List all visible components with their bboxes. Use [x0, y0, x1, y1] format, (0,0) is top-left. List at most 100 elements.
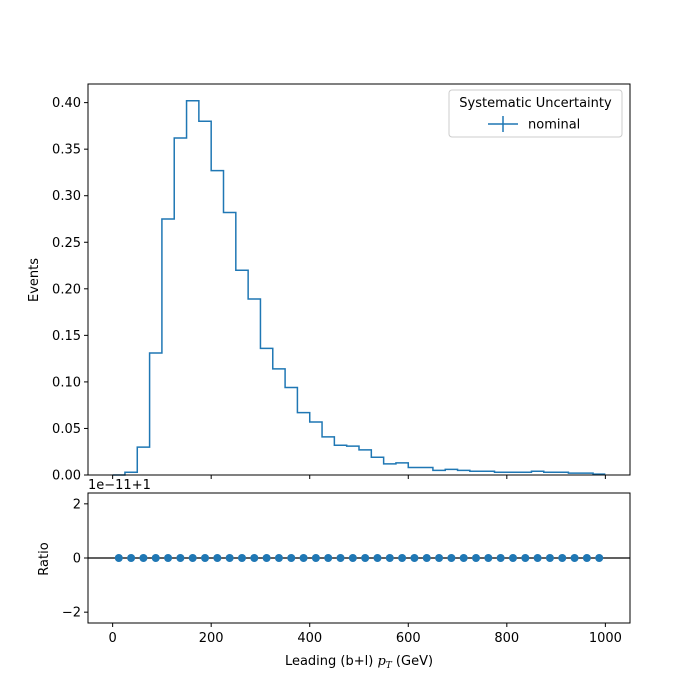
histogram-x-ticks	[112, 475, 606, 479]
ratio-point	[164, 554, 173, 562]
ratio-point	[127, 554, 136, 562]
ratio-point	[324, 554, 333, 562]
x-axis-label: Leading (b+l) pT (GeV)	[285, 654, 433, 671]
histogram-bin	[310, 422, 322, 475]
ratio-point	[582, 554, 591, 562]
histogram-panel: 0.00 0.05 0.10 0.15 0.20 0.25 0.30 0.35 0.40 Eve…	[27, 83, 631, 484]
ratio-point	[484, 554, 493, 562]
ratio-y-tick-label: 0	[73, 552, 81, 567]
legend: Systematic Uncertainty nominal	[448, 89, 623, 138]
ratio-y-tick-label: 2	[73, 497, 81, 512]
ratio-point	[373, 554, 382, 562]
x-axis-label-text: Leading (b+l)	[285, 654, 378, 669]
ratio-point	[139, 554, 148, 562]
histogram-bin	[347, 446, 359, 475]
ratio-point	[287, 554, 296, 562]
histogram-y-tick-label: 0.10	[52, 375, 81, 390]
histogram-bin	[408, 468, 420, 475]
histogram-bin	[458, 470, 470, 475]
ratio-point	[299, 554, 308, 562]
histogram-bin	[359, 450, 371, 475]
x-axis-label-subscript: T	[386, 661, 393, 671]
histogram-bin	[297, 413, 309, 475]
ratio-y-tick-label: −2	[62, 606, 81, 621]
histogram-bin	[433, 470, 445, 475]
ratio-point	[595, 554, 604, 562]
histogram-bin	[150, 353, 162, 475]
ratio-point	[151, 554, 160, 562]
x-axis-label-unit: (GeV)	[392, 654, 433, 669]
histogram-bin	[174, 138, 186, 475]
ratio-point	[225, 554, 234, 562]
ratio-y-ticks: −2 0 2	[62, 497, 88, 621]
histogram-bin	[236, 270, 248, 475]
ratio-point	[361, 554, 370, 562]
ratio-point	[533, 554, 542, 562]
ratio-point	[558, 554, 567, 562]
histogram-bin	[211, 171, 223, 475]
ratio-point	[114, 554, 123, 562]
ratio-point	[435, 554, 444, 562]
ratio-point	[459, 554, 468, 562]
histogram-y-tick-label: 0.30	[52, 189, 81, 204]
histogram-bin	[199, 121, 211, 475]
histogram-bin	[470, 471, 482, 475]
ratio-point	[570, 554, 579, 562]
ratio-point	[447, 554, 456, 562]
ratio-point	[336, 554, 345, 562]
histogram-step-line-nominal	[112, 100, 606, 476]
ratio-point	[398, 554, 407, 562]
ratio-point	[250, 554, 259, 562]
legend-frame	[448, 89, 623, 138]
ratio-y-axis-label: Ratio	[37, 542, 52, 575]
histogram-bin	[371, 457, 383, 475]
histogram-bin	[273, 369, 285, 475]
x-tick-label: 200	[199, 631, 224, 646]
ratio-point	[188, 554, 197, 562]
histogram-bin	[260, 348, 272, 475]
x-tick-label: 600	[396, 631, 421, 646]
ratio-point	[410, 554, 419, 562]
ratio-point	[201, 554, 210, 562]
histogram-y-axis-label: Events	[27, 258, 42, 302]
histogram-bin	[224, 212, 236, 475]
ratio-point	[311, 554, 320, 562]
histogram-bin	[248, 299, 260, 475]
ratio-x-ticks: 0 200 400 600 800 1000	[108, 623, 622, 646]
histogram-y-tick-label: 0.00	[52, 469, 81, 484]
histogram-y-tick-label: 0.25	[52, 236, 81, 251]
x-tick-label: 1000	[589, 631, 622, 646]
x-tick-label: 800	[494, 631, 519, 646]
ratio-point	[176, 554, 185, 562]
ratio-point	[262, 554, 271, 562]
histogram-bin	[445, 469, 457, 475]
histogram-axes-frame	[87, 83, 631, 476]
histogram-bin	[162, 219, 174, 475]
histogram-y-ticks: 0.00 0.05 0.10 0.15 0.20 0.25 0.30 0.35 0.40	[52, 96, 88, 484]
histogram-bin	[482, 471, 494, 475]
histogram-bin	[421, 468, 433, 475]
histogram-bin	[187, 101, 199, 475]
histogram-bin	[396, 463, 408, 475]
ratio-point	[472, 554, 481, 562]
ratio-point	[508, 554, 517, 562]
histogram-series	[112, 100, 606, 476]
histogram-y-tick-label: 0.05	[52, 422, 81, 437]
ratio-point	[422, 554, 431, 562]
x-tick-label: 400	[297, 631, 322, 646]
ratio-point	[237, 554, 246, 562]
ratio-point	[213, 554, 222, 562]
histogram-y-tick-label: 0.40	[52, 96, 81, 111]
ratio-point	[521, 554, 530, 562]
histogram-bin	[285, 387, 297, 475]
histogram-y-tick-label: 0.20	[52, 282, 81, 297]
ratio-point	[274, 554, 283, 562]
x-tick-label: 0	[108, 631, 116, 646]
ratio-point	[348, 554, 357, 562]
histogram-bin	[137, 447, 149, 475]
ratio-panel: −2 0 2 0 200 400 600 800 1000 1e−11+1 Ratio Lea…	[37, 478, 631, 671]
legend-entry-nominal: nominal	[528, 118, 580, 133]
histogram-y-tick-label: 0.35	[52, 143, 81, 158]
histogram-bin	[322, 437, 334, 475]
